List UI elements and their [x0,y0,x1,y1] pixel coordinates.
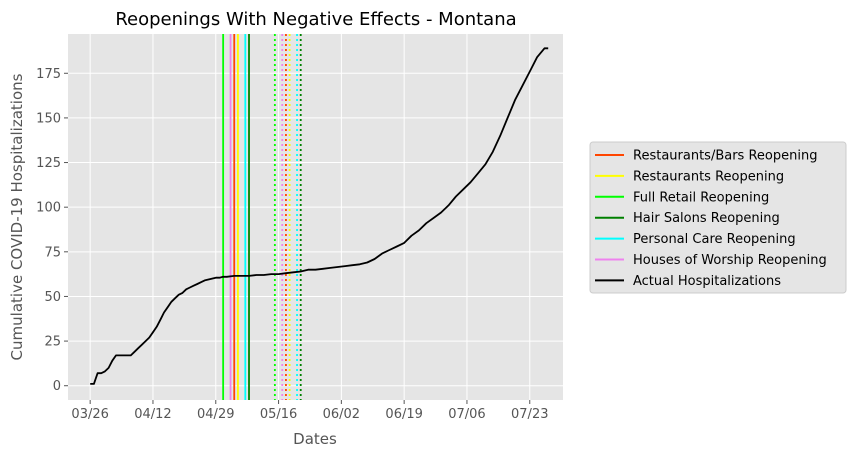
legend-label: Houses of Worship Reopening [633,253,827,268]
x-axis-title: Dates [293,430,337,448]
y-tick-label: 100 [36,201,61,216]
plot-area [68,34,563,400]
legend-box [589,141,847,294]
y-tick-label: 150 [36,111,61,126]
legend-label: Restaurants/Bars Reopening [633,149,817,164]
y-tick-label: 175 [36,67,61,82]
y-axis-title: Cumulative COVID-19 Hospitalizations [8,73,26,360]
y-tick-label: 0 [53,379,61,394]
reopening-lines [222,34,302,400]
x-tick-label: 03/26 [71,407,108,422]
legend-label: Restaurants Reopening [633,169,784,184]
x-tick-label: 07/06 [448,407,485,422]
x-tick-label: 04/12 [134,407,171,422]
x-tick-label: 07/23 [511,407,548,422]
y-tick-label: 50 [44,290,61,305]
legend-label: Personal Care Reopening [633,232,796,247]
legend: Restaurants/Bars Reopening Restaurants Re… [589,141,847,294]
series-line-actual-hospitalizations [90,47,549,385]
y-tick-label: 25 [44,335,61,350]
x-tick-label: 05/16 [260,407,297,422]
y-tick-label: 75 [44,245,61,260]
y-tick-label: 125 [36,156,61,171]
x-tick-label: 04/29 [197,407,234,422]
legend-label: Full Retail Reopening [633,190,769,205]
y-axis-ticks: 0 25 50 75 100 125 150 175 [36,67,68,394]
x-tick-label: 06/19 [385,407,422,422]
series [90,47,549,385]
legend-label: Actual Hospitalizations [633,274,781,289]
x-axis-ticks: 03/26 04/12 04/29 05/16 06/02 06/19 07/06 07/23 [71,400,548,422]
legend-label: Hair Salons Reopening [633,211,780,226]
grid [68,34,563,400]
chart-title: Reopenings With Negative Effects - Monta… [115,9,516,30]
x-tick-label: 06/02 [323,407,360,422]
